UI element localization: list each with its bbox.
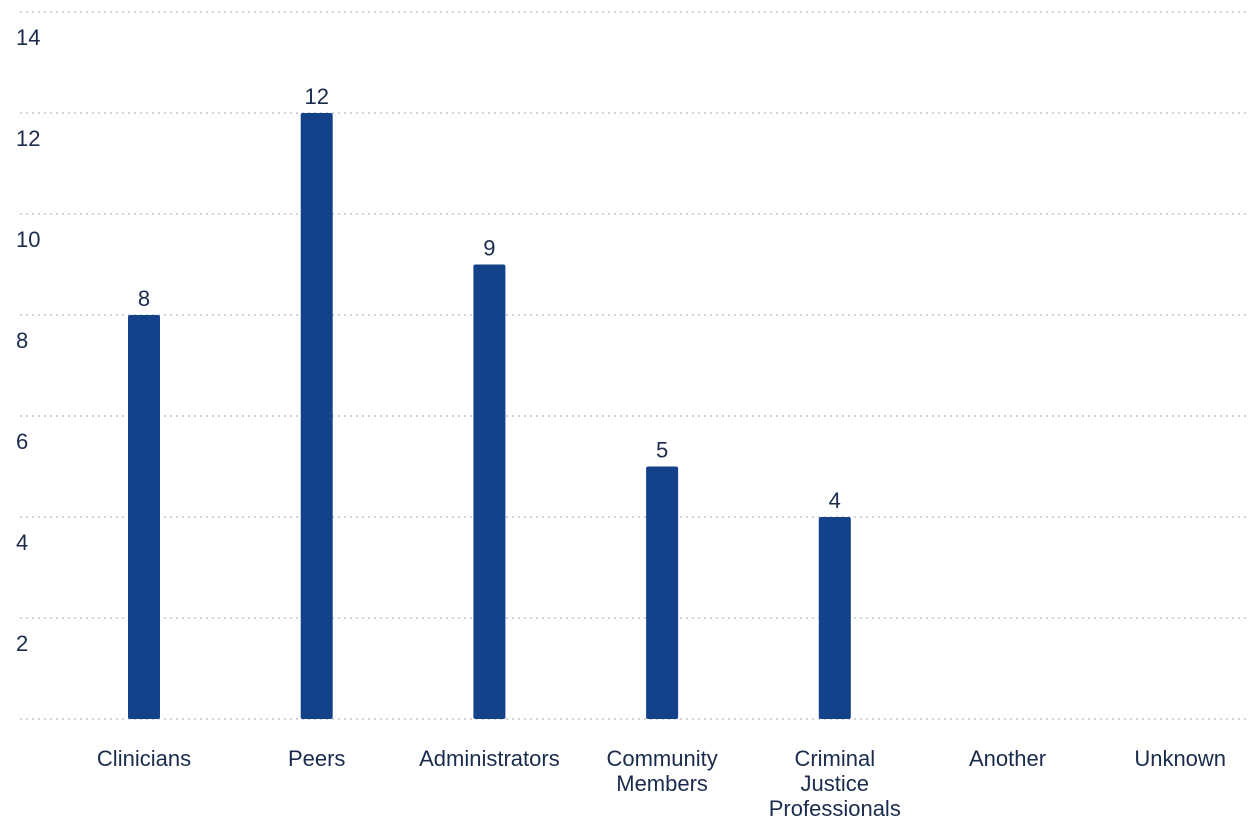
y-tick-label: 6 bbox=[16, 429, 28, 454]
x-category-label: Criminal Justice Professionals bbox=[769, 746, 901, 821]
x-category-label: Administrators bbox=[419, 746, 560, 771]
x-category-label: Clinicians bbox=[97, 746, 191, 771]
bar bbox=[473, 264, 506, 719]
x-category-label-line: Justice bbox=[801, 771, 869, 796]
y-tick-label: 8 bbox=[16, 328, 28, 353]
gridlines bbox=[20, 11, 1250, 720]
y-tick-label: 10 bbox=[16, 227, 40, 252]
x-category-label-line: Unknown bbox=[1134, 746, 1226, 771]
bar-value-label: 8 bbox=[138, 286, 150, 311]
x-category-label-line: Community bbox=[606, 746, 717, 771]
x-category-label: Peers bbox=[288, 746, 345, 771]
x-category-label: Another bbox=[969, 746, 1046, 771]
x-category-label-line: Peers bbox=[288, 746, 345, 771]
x-category-label-line: Members bbox=[616, 771, 708, 796]
bar-value-label: 9 bbox=[483, 236, 495, 261]
x-category-label-line: Clinicians bbox=[97, 746, 191, 771]
y-tick-label: 4 bbox=[16, 530, 28, 555]
x-category-label-line: Professionals bbox=[769, 796, 901, 821]
bar bbox=[646, 466, 679, 719]
bar-value-label: 12 bbox=[304, 84, 328, 109]
bar bbox=[128, 315, 160, 719]
y-tick-label: 2 bbox=[16, 631, 28, 656]
bar bbox=[818, 517, 851, 719]
bars bbox=[128, 113, 851, 719]
bar-value-label: 5 bbox=[656, 438, 668, 463]
x-axis-labels: Clinicians Peers Administrators Community Me… bbox=[97, 746, 1226, 821]
y-axis-ticks: 2 4 6 8 10 12 14 bbox=[16, 25, 40, 656]
x-category-label-line: Criminal bbox=[794, 746, 875, 771]
x-category-label-line: Another bbox=[969, 746, 1046, 771]
bar-value-label: 4 bbox=[829, 488, 841, 513]
y-tick-label: 12 bbox=[16, 126, 40, 151]
x-category-label: Unknown bbox=[1134, 746, 1226, 771]
y-tick-label: 14 bbox=[16, 25, 40, 50]
x-category-label: Community Members bbox=[606, 746, 717, 796]
x-category-label-line: Administrators bbox=[419, 746, 560, 771]
value-labels: 8 12 9 5 4 bbox=[138, 84, 841, 513]
bar bbox=[300, 113, 333, 719]
